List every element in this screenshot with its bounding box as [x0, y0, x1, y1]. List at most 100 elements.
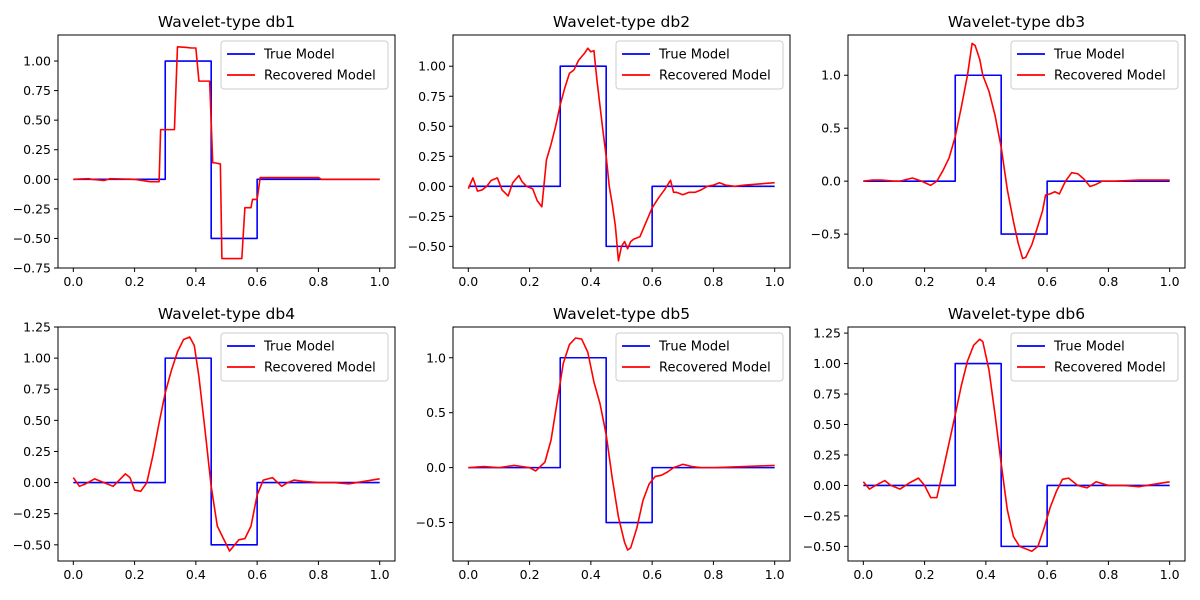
- y-tick-label: 0.0: [426, 460, 446, 475]
- x-tick-label: 0.6: [247, 274, 267, 289]
- axes-frame: [847, 34, 1186, 269]
- x-tick-label: 0.4: [976, 567, 996, 582]
- true-model-line: [73, 357, 380, 546]
- axes-frame: [452, 326, 791, 562]
- x-tick-label: 0.2: [125, 567, 145, 582]
- y-tick-label: −0.25: [803, 508, 841, 523]
- y-tick-label: 0.00: [23, 475, 51, 490]
- y-tick-label: 0.50: [813, 417, 841, 432]
- y-tick-label: 0.25: [418, 149, 446, 164]
- legend-label-recovered-model: Recovered Model: [264, 361, 376, 376]
- legend-label-true-model: True Model: [1053, 48, 1125, 63]
- subplot-title: Wavelet-type db5: [553, 305, 690, 323]
- x-tick-label: 0.6: [1037, 567, 1057, 582]
- y-tick-label: 0.5: [426, 405, 446, 420]
- legend: True Model Recovered Model: [615, 332, 784, 382]
- axes-frame: [847, 326, 1186, 562]
- y-tick-label: −0.25: [13, 506, 51, 521]
- x-tick-label: 0.8: [1098, 274, 1118, 289]
- y-tick-label: 0.75: [23, 83, 51, 98]
- y-tick-label: 1.00: [23, 54, 51, 69]
- legend-label-true-model: True Model: [263, 340, 335, 355]
- y-tick-label: −0.5: [416, 515, 446, 530]
- legend: True Model Recovered Model: [615, 40, 784, 90]
- subplot-title: Wavelet-type db3: [948, 13, 1085, 31]
- y-tick-label: 0.0: [821, 174, 841, 189]
- y-tick-label: 0.00: [23, 172, 51, 187]
- y-tick-label: −0.5: [811, 227, 841, 242]
- y-tick-label: 0.50: [418, 119, 446, 134]
- recovered-model-line: [468, 337, 775, 551]
- subplot-5: Wavelet-type db5 0.0 0.2 0.4 0.6 0.8 1.0 −0.5 0.…: [416, 305, 791, 582]
- y-tick-label: −0.25: [408, 209, 446, 224]
- x-tick-label: 0.8: [308, 274, 328, 289]
- x-tick-label: 0.4: [186, 274, 206, 289]
- legend-box: [615, 332, 784, 382]
- y-tick-label: −0.50: [13, 231, 51, 246]
- x-tick-label: 0.4: [186, 567, 206, 582]
- x-tick-label: 1.0: [370, 274, 390, 289]
- x-tick-label: 0.4: [581, 274, 601, 289]
- true-model-line: [863, 74, 1170, 235]
- legend-box: [615, 40, 784, 90]
- y-tick-label: 0.25: [23, 142, 51, 157]
- subplot-4: Wavelet-type db4 0.0 0.2 0.4 0.6 0.8 1.0 −0.50 −…: [13, 305, 396, 582]
- legend-box: [1010, 40, 1179, 90]
- true-model-line: [73, 60, 380, 240]
- x-tick-label: 0.8: [703, 274, 723, 289]
- x-tick-label: 0.2: [915, 567, 935, 582]
- x-tick-label: 0.4: [976, 274, 996, 289]
- y-tick-label: −0.75: [13, 261, 51, 276]
- legend-box: [220, 332, 389, 382]
- x-tick-label: 0.0: [853, 274, 873, 289]
- x-tick-label: 1.0: [370, 567, 390, 582]
- x-tick-label: 0.6: [642, 567, 662, 582]
- subplot-3: Wavelet-type db3 0.0 0.2 0.4 0.6 0.8 1.0 −0.5 0.…: [811, 13, 1186, 289]
- legend-label-recovered-model: Recovered Model: [1054, 361, 1166, 376]
- recovered-model-line: [863, 42, 1170, 260]
- x-tick-label: 0.2: [520, 274, 540, 289]
- y-tick-label: −0.50: [408, 239, 446, 254]
- y-tick-label: 0.75: [418, 89, 446, 104]
- x-tick-label: 0.0: [458, 567, 478, 582]
- x-tick-label: 0.8: [1098, 567, 1118, 582]
- legend-label-recovered-model: Recovered Model: [659, 361, 771, 376]
- true-model-line: [468, 356, 775, 524]
- legend-label-recovered-model: Recovered Model: [1054, 69, 1166, 84]
- recovered-model-line: [467, 47, 775, 262]
- y-tick-label: 0.00: [418, 179, 446, 194]
- subplot-title: Wavelet-type db6: [948, 305, 1085, 323]
- x-tick-label: 0.2: [125, 274, 145, 289]
- y-tick-label: 0.5: [821, 121, 841, 136]
- y-tick-label: 1.25: [23, 320, 51, 335]
- subplot-title: Wavelet-type db1: [158, 13, 295, 31]
- axes-frame: [452, 34, 791, 269]
- x-tick-label: 0.8: [703, 567, 723, 582]
- subplot-6: Wavelet-type db6 0.0 0.2 0.4 0.6 0.8 1.0 −0.50 −…: [803, 305, 1186, 582]
- subplot-1: Wavelet-type db1 0.0 0.2 0.4 0.6 0.8 1.0 −0.75 −…: [13, 13, 396, 289]
- x-tick-label: 1.0: [765, 274, 785, 289]
- x-tick-label: 0.2: [520, 567, 540, 582]
- legend-label-recovered-model: Recovered Model: [659, 69, 771, 84]
- true-model-line: [468, 65, 775, 248]
- y-tick-label: 1.0: [821, 68, 841, 83]
- x-tick-label: 0.0: [853, 567, 873, 582]
- y-tick-label: 1.0: [426, 350, 446, 365]
- subplot-title: Wavelet-type db2: [553, 13, 690, 31]
- recovered-model-line: [72, 336, 380, 552]
- recovered-model-line: [862, 338, 1170, 553]
- y-tick-label: 0.00: [813, 478, 841, 493]
- y-tick-label: 0.25: [813, 447, 841, 462]
- x-tick-label: 0.6: [1037, 274, 1057, 289]
- x-tick-label: 0.6: [247, 567, 267, 582]
- legend-label-recovered-model: Recovered Model: [264, 69, 376, 84]
- subplot-2: Wavelet-type db2 0.0 0.2 0.4 0.6 0.8 1.0 −0.50 −…: [408, 13, 791, 289]
- legend-label-true-model: True Model: [263, 48, 335, 63]
- y-tick-label: −0.50: [803, 539, 841, 554]
- y-tick-label: −0.25: [13, 201, 51, 216]
- y-tick-label: 0.50: [23, 413, 51, 428]
- legend-label-true-model: True Model: [658, 48, 730, 63]
- y-tick-label: 0.25: [23, 444, 51, 459]
- axes-frame: [57, 326, 396, 562]
